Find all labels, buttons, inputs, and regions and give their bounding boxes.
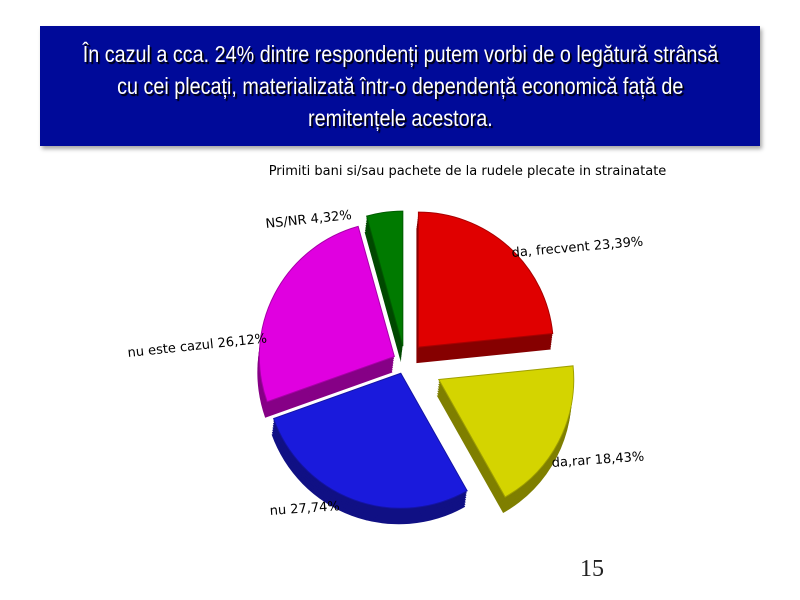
slide-title-line-1: În cazul a cca. 24% dintre respondenți p… [82, 41, 718, 67]
slide-title-box: În cazul a cca. 24% dintre respondenți p… [40, 26, 760, 146]
slice-label-nu-este-cazul: nu este cazul 26,12% [127, 331, 268, 361]
chart-title: Primiti bani si/sau pachete de la rudele… [268, 164, 667, 179]
pie-slice-ns-nr [366, 210, 404, 347]
slice-label-nu: nu 27,74% [269, 499, 340, 519]
slice-label-ns-nr: NS/NR 4,32% [265, 208, 353, 232]
slide-title-line-2: cu cei plecați, materializată într-o dep… [116, 73, 684, 99]
page-number: 15 [580, 556, 604, 582]
pie-slice-nu [272, 372, 468, 509]
slide-title-line-3: remitențele acestora. [307, 105, 493, 131]
pie-slice-nu-este-cazul [258, 225, 395, 403]
pie-slice-da-frecvent [417, 211, 554, 348]
pie-slice-da-rar [437, 365, 575, 498]
slice-label-da-frecvent: da, frecvent 23,39% [511, 235, 644, 261]
slice-label-da-rar: da,rar 18,43% [551, 450, 645, 471]
